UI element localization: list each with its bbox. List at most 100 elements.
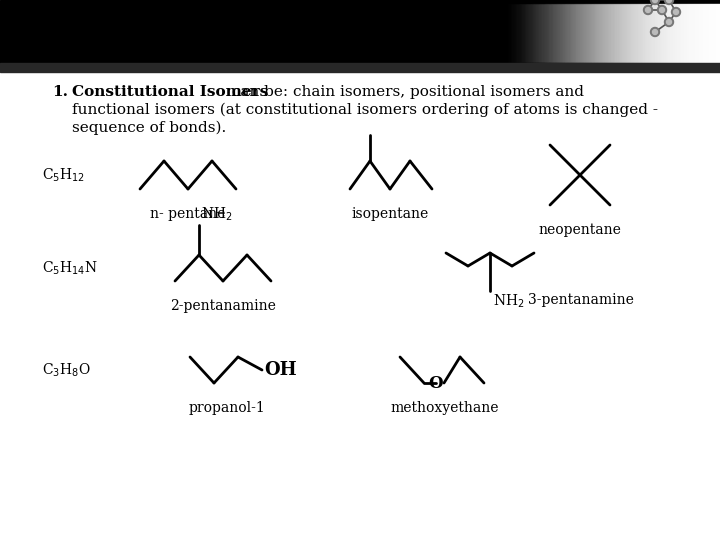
Bar <box>718 4 719 62</box>
Bar <box>511 4 512 62</box>
Bar <box>593 4 594 62</box>
Bar <box>604 4 605 62</box>
Bar <box>591 4 592 62</box>
Text: 1.: 1. <box>52 85 68 99</box>
Bar <box>502 4 503 62</box>
Bar <box>544 4 545 62</box>
Bar <box>571 4 572 62</box>
Bar <box>566 4 567 62</box>
Bar <box>600 4 601 62</box>
Bar <box>541 4 542 62</box>
Bar <box>652 4 653 62</box>
Bar <box>610 4 611 62</box>
Text: 2-pentanamine: 2-pentanamine <box>170 299 276 313</box>
Bar <box>518 4 519 62</box>
Bar <box>712 4 713 62</box>
Bar <box>707 4 708 62</box>
Text: NH$_2$: NH$_2$ <box>201 206 233 223</box>
Bar <box>608 4 609 62</box>
Bar <box>697 4 698 62</box>
Bar <box>628 4 629 62</box>
Bar <box>632 4 633 62</box>
Text: neopentane: neopentane <box>539 223 621 237</box>
Bar <box>579 4 580 62</box>
Bar <box>647 4 648 62</box>
Bar <box>656 4 657 62</box>
Bar <box>703 4 704 62</box>
Bar <box>539 4 540 62</box>
Bar <box>678 4 679 62</box>
Text: C$_3$H$_8$O: C$_3$H$_8$O <box>42 361 91 379</box>
Bar <box>570 4 571 62</box>
Circle shape <box>646 8 650 12</box>
Bar <box>625 4 626 62</box>
Bar <box>638 4 639 62</box>
Bar <box>523 4 524 62</box>
Bar <box>621 4 622 62</box>
Bar <box>569 4 570 62</box>
Bar <box>634 4 635 62</box>
Bar <box>689 4 690 62</box>
Bar <box>545 4 546 62</box>
Bar <box>554 4 555 62</box>
Bar <box>613 4 614 62</box>
Bar <box>595 4 596 62</box>
Bar <box>535 4 536 62</box>
Bar <box>606 4 607 62</box>
Bar <box>679 4 680 62</box>
Bar <box>715 4 716 62</box>
Bar <box>504 4 505 62</box>
Bar <box>654 4 655 62</box>
Bar <box>513 4 514 62</box>
Bar <box>551 4 552 62</box>
Bar <box>509 4 510 62</box>
Bar <box>616 4 617 62</box>
Bar <box>624 4 625 62</box>
Bar <box>521 4 522 62</box>
Bar <box>665 4 666 62</box>
Circle shape <box>672 8 680 17</box>
Circle shape <box>650 28 660 37</box>
Bar <box>709 4 710 62</box>
Text: O: O <box>428 375 444 392</box>
Bar <box>692 4 693 62</box>
Bar <box>530 4 531 62</box>
Text: sequence of bonds).: sequence of bonds). <box>72 121 226 136</box>
Bar <box>517 4 518 62</box>
Bar <box>626 4 627 62</box>
Text: OH: OH <box>264 361 297 379</box>
Circle shape <box>665 17 673 26</box>
Bar <box>716 4 717 62</box>
Bar <box>674 4 675 62</box>
Bar <box>0 63 720 72</box>
Bar <box>550 4 551 62</box>
Bar <box>578 4 579 62</box>
Bar <box>501 4 502 62</box>
Bar <box>681 4 682 62</box>
Bar <box>611 4 612 62</box>
Bar <box>622 4 623 62</box>
Bar <box>671 4 672 62</box>
Bar <box>680 4 681 62</box>
Bar <box>670 4 671 62</box>
Bar <box>627 4 628 62</box>
Text: isopentane: isopentane <box>351 207 428 221</box>
Bar <box>717 4 718 62</box>
Circle shape <box>652 0 657 3</box>
Bar <box>676 4 677 62</box>
Bar <box>577 4 578 62</box>
Bar <box>505 4 506 62</box>
Bar <box>583 4 584 62</box>
Bar <box>540 4 541 62</box>
Bar <box>658 4 659 62</box>
Bar <box>640 4 641 62</box>
Bar <box>567 4 568 62</box>
Bar <box>525 4 526 62</box>
Bar <box>659 4 660 62</box>
Bar <box>532 4 533 62</box>
Bar <box>705 4 706 62</box>
Bar <box>660 4 661 62</box>
Bar <box>664 4 665 62</box>
Bar <box>592 4 593 62</box>
Bar <box>639 4 640 62</box>
